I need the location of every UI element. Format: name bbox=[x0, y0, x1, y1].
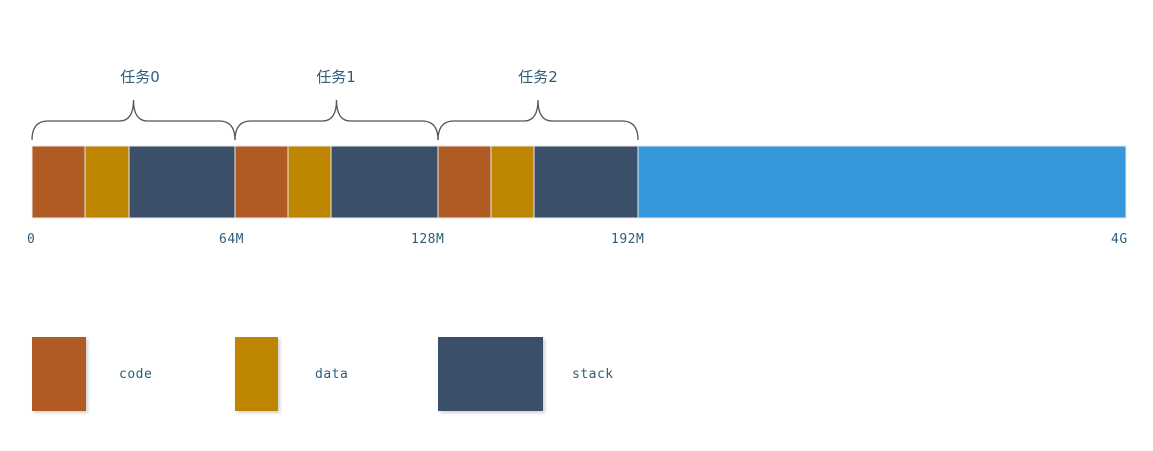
task-0-data-segment bbox=[84, 145, 130, 219]
task-0-label: 任务0 bbox=[120, 68, 160, 86]
task-0-code-segment bbox=[31, 145, 86, 219]
address-label-0: 0 bbox=[27, 232, 36, 247]
legend-code-label: code bbox=[119, 367, 153, 382]
task-1-data-segment bbox=[287, 145, 332, 219]
task-2-data-segment bbox=[490, 145, 535, 219]
legend-data-label: data bbox=[315, 367, 349, 382]
address-label-192m: 192M bbox=[611, 232, 645, 247]
memory-segments bbox=[31, 145, 1127, 219]
legend-stack-swatch bbox=[438, 337, 543, 411]
address-label-64m: 64M bbox=[219, 232, 244, 247]
task-braces bbox=[31, 99, 639, 141]
task-1-brace bbox=[234, 99, 439, 141]
task-2-stack-segment bbox=[533, 145, 639, 219]
task-2-brace bbox=[437, 99, 639, 141]
legend-data-swatch bbox=[235, 337, 278, 411]
task-1-label: 任务1 bbox=[316, 68, 356, 86]
task-2-code-segment bbox=[437, 145, 492, 219]
task-0-brace bbox=[31, 99, 236, 141]
legend-code-swatch bbox=[32, 337, 86, 411]
task-1-stack-segment bbox=[330, 145, 439, 219]
free-memory-segment bbox=[637, 145, 1127, 219]
task-1-code-segment bbox=[234, 145, 289, 219]
task-2-label: 任务2 bbox=[518, 68, 558, 86]
task-0-stack-segment bbox=[128, 145, 236, 219]
legend-stack-label: stack bbox=[572, 367, 614, 382]
address-label-4g: 4G bbox=[1111, 232, 1128, 247]
address-label-128m: 128M bbox=[411, 232, 445, 247]
